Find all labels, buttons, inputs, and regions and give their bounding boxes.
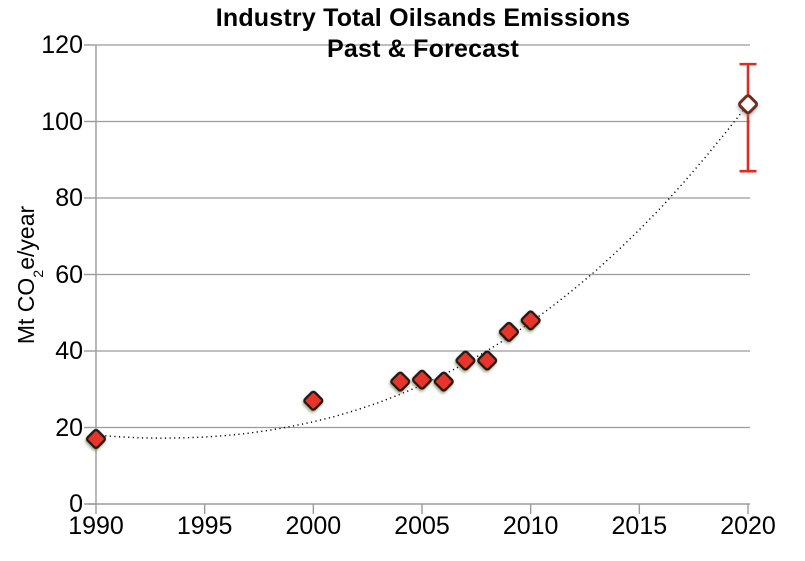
chart-title-line1: Industry Total Oilsands Emissions xyxy=(215,4,631,32)
data-point-1990 xyxy=(85,428,107,450)
x-tick-label-2005: 2005 xyxy=(394,512,450,540)
data-point-2004 xyxy=(390,371,411,392)
chart-title-line2: Past & Forecast xyxy=(327,35,519,63)
x-tick-label-1990: 1990 xyxy=(68,512,124,540)
data-point-2007 xyxy=(455,350,476,371)
x-tick-label-2010: 2010 xyxy=(502,512,559,540)
y-tick-label-80: 80 xyxy=(55,184,83,212)
data-point-2000 xyxy=(303,390,324,411)
y-axis-title-suffix: e/year xyxy=(13,205,39,270)
y-tick-label-20: 20 xyxy=(55,413,83,442)
y-tick-label-0: 0 xyxy=(69,490,83,518)
forecast-point-2020 xyxy=(737,94,759,115)
y-tick-label-60: 60 xyxy=(55,260,83,289)
x-tick-label-2020: 2020 xyxy=(720,512,776,540)
y-tick-label-40: 40 xyxy=(55,337,83,365)
data-point-2009 xyxy=(498,321,519,342)
data-point-2006 xyxy=(433,371,454,392)
data-point-2005 xyxy=(411,369,433,390)
x-tick-label-2000: 2000 xyxy=(285,512,342,540)
x-tick-label-1995: 1995 xyxy=(176,512,233,540)
data-point-2008 xyxy=(477,350,498,371)
x-tick-label-2015: 2015 xyxy=(611,512,668,540)
data-point-2010 xyxy=(520,310,541,331)
y-tick-label-100: 100 xyxy=(41,107,83,136)
y-axis-title-prefix: Mt CO xyxy=(13,277,39,345)
y-tick-label-120: 120 xyxy=(41,31,83,59)
chart-title: Industry Total Oilsands Emissions Past &… xyxy=(96,3,750,65)
